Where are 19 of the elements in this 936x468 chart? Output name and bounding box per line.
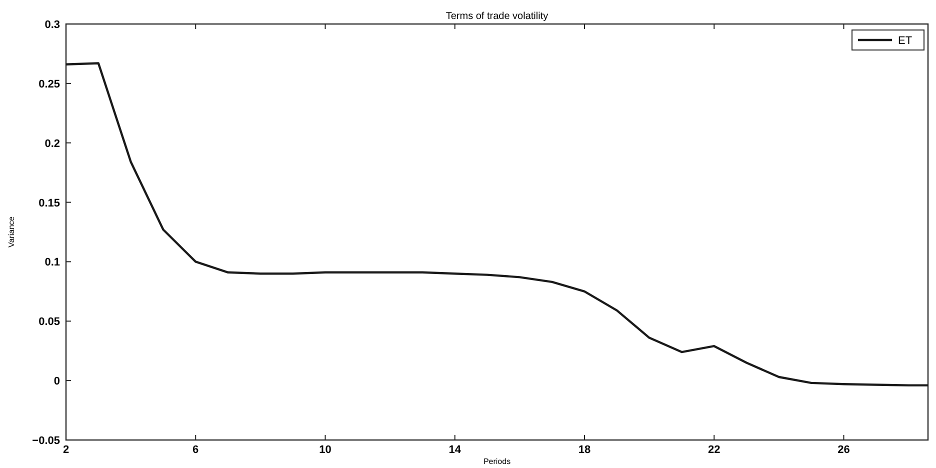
y-tick-label: 0.3 [44, 19, 60, 31]
x-tick-label: 10 [319, 444, 332, 456]
y-axis-title: Variance [7, 216, 16, 248]
y-tick-label: 0.15 [38, 197, 60, 210]
y-tick-label: 0.05 [38, 316, 60, 328]
y-tick-label: 0 [54, 376, 60, 388]
x-tick-label: 18 [578, 444, 591, 456]
x-tick-label: 2 [62, 444, 70, 456]
x-axis-title: Periods [483, 457, 511, 466]
x-tick-label: 14 [448, 444, 462, 456]
x-tick-label: 26 [838, 444, 850, 456]
y-tick-label: 0.25 [38, 78, 60, 90]
y-tick-label: −0.05 [32, 435, 60, 447]
x-tick-label: 22 [708, 444, 720, 456]
chart-title: Terms of trade volatility [446, 11, 548, 22]
legend-label: ET [898, 35, 912, 47]
x-tick-label: 6 [192, 444, 199, 456]
y-tick-label: 0.1 [44, 256, 60, 269]
y-tick-label: 0.2 [44, 138, 60, 150]
